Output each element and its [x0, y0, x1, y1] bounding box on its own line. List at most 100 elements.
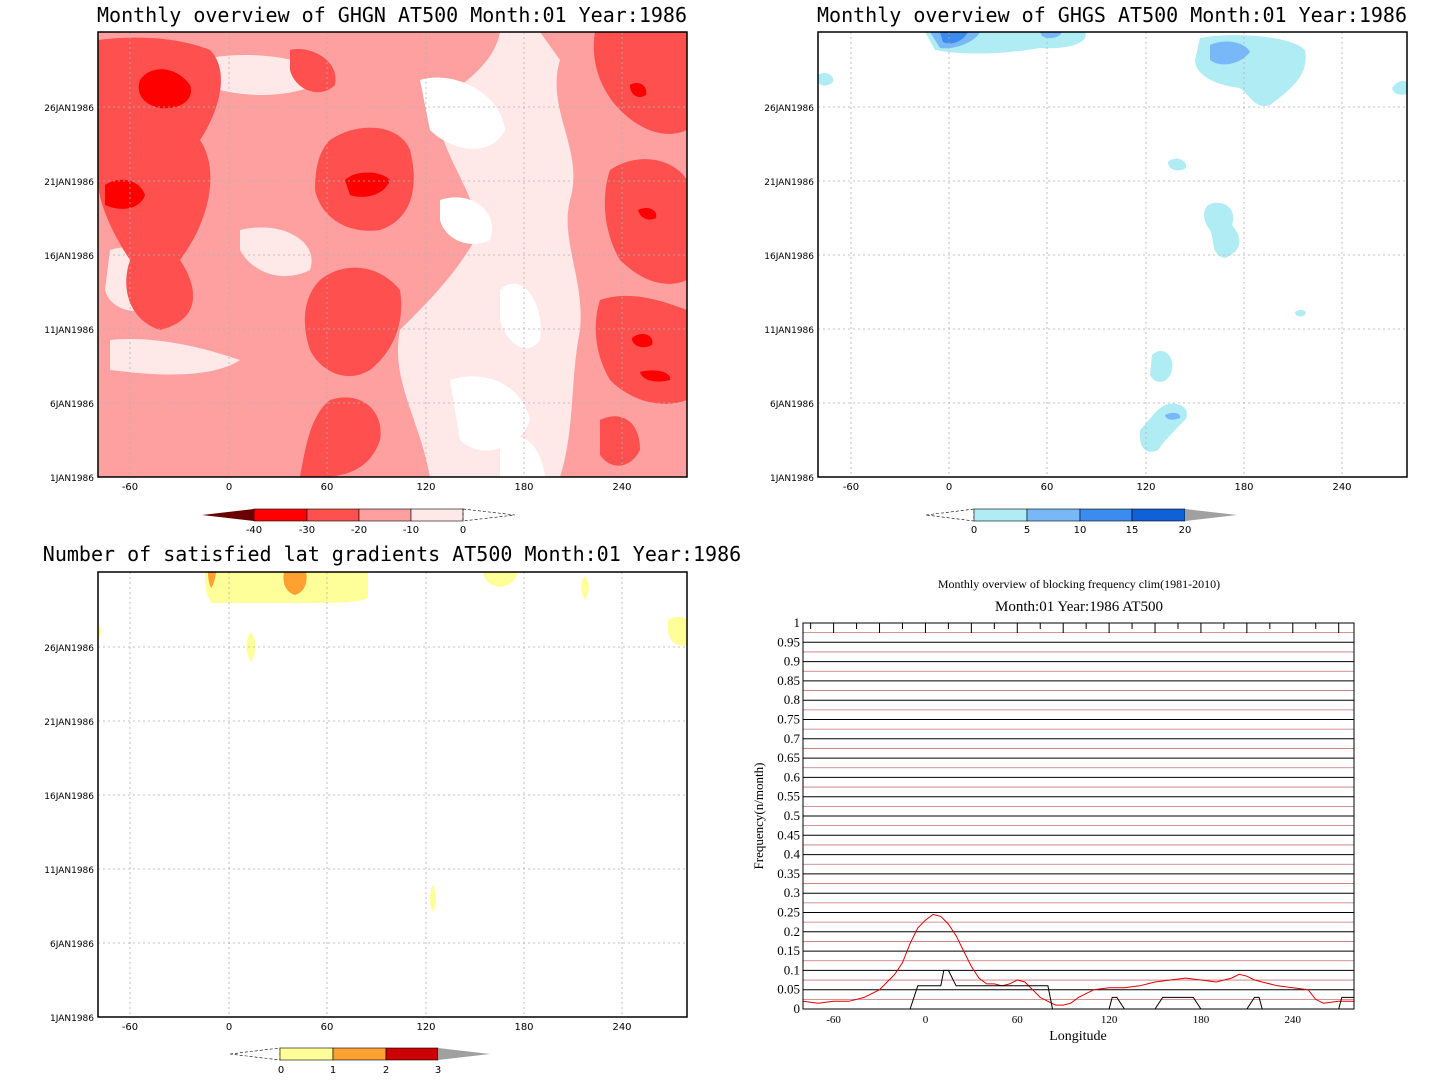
x-tick-label: 0 [946, 482, 952, 493]
y-tick-label: 0.9 [784, 654, 800, 669]
x-tick-label: 120 [416, 482, 435, 493]
y-tick-label: 0.45 [777, 827, 800, 842]
y-tick-label: 0.5 [784, 808, 800, 823]
lat-gradients-colorbar: 0 1 2 3 [229, 1047, 490, 1076]
ghgn-grid [98, 32, 687, 477]
y-tick-label: 11JAN1986 [764, 326, 814, 336]
y-tick-label: 1 [794, 615, 801, 630]
x-tick-label: 0 [226, 482, 232, 493]
y-tick-label: 0.4 [784, 847, 801, 862]
ghgn-field [98, 32, 687, 477]
colorbar-label: 0 [460, 525, 466, 536]
y-tick-label: 0.1 [784, 962, 800, 977]
y-tick-label: 0.55 [777, 789, 800, 804]
x-tick-label: 60 [321, 1022, 334, 1033]
y-tick-label: 1JAN1986 [50, 1014, 94, 1024]
x-tick-label: 60 [321, 482, 334, 493]
colorbar-label: 5 [1024, 525, 1030, 536]
lat-level-2 [208, 572, 307, 595]
y-tick-label: 11JAN1986 [44, 326, 94, 336]
colorbar-label: 20 [1179, 525, 1192, 536]
y-tick-label: 6JAN1986 [770, 400, 814, 410]
frequency-yticks: 0 0.05 0.1 0.15 0.2 0.25 0.3 0.35 0.4 0.45 0.5 0.55… [777, 615, 800, 1016]
x-tick-label: 180 [1193, 1014, 1210, 1026]
y-tick-label: 0.6 [784, 769, 801, 784]
y-tick-label: 0.7 [784, 731, 801, 746]
colorbar-box [358, 508, 412, 522]
colorbar-over-triangle [462, 508, 516, 522]
y-tick-label: 21JAN1986 [44, 178, 94, 188]
y-tick-label: 21JAN1986 [764, 178, 814, 188]
ghgn-panel: Monthly overview of GHGN AT500 Month:01 … [44, 3, 688, 536]
ghgn-level-40 [105, 69, 671, 382]
ghgs-title: Monthly overview of GHGS AT500 Month:01 … [817, 3, 1407, 27]
colorbar-under-triangle [229, 1047, 281, 1061]
y-tick-label: 16JAN1986 [44, 792, 94, 802]
colorbar-label: 3 [435, 1065, 441, 1076]
y-tick-label: 6JAN1986 [50, 940, 94, 950]
ghgn-colorbar: -40 -30 -20 -10 0 [202, 508, 516, 536]
colorbar-box [1131, 508, 1186, 522]
y-tick-label: 21JAN1986 [44, 718, 94, 728]
y-tick-label: 26JAN1986 [44, 104, 94, 114]
ghgs-frame [817, 31, 1408, 478]
y-tick-label: 0.3 [784, 885, 800, 900]
y-tick-label: 0.8 [784, 692, 800, 707]
colorbar-label: 0 [971, 525, 977, 536]
y-tick-label: 0.75 [777, 712, 800, 727]
y-tick-label: 0.65 [777, 750, 800, 765]
x-tick-label: 120 [416, 1022, 435, 1033]
lat-gradients-title: Number of satisfied lat gradients AT500 … [43, 542, 741, 566]
y-tick-label: 26JAN1986 [764, 104, 814, 114]
lat-gradients-grid [98, 572, 687, 1017]
frequency-series [802, 913, 1354, 1010]
x-tick-label: 120 [1136, 482, 1155, 493]
colorbar-box [1079, 508, 1133, 522]
x-tick-label: 0 [226, 1022, 232, 1033]
x-tick-label: 60 [1041, 482, 1054, 493]
ghgn-level-30 [98, 32, 687, 477]
colorbar-label: 10 [1074, 525, 1087, 536]
y-tick-label: 0.25 [777, 905, 800, 920]
ghgs-xticks: -60 0 60 120 180 240 [843, 482, 1352, 493]
colorbar-box [385, 1047, 439, 1061]
ghgn-xticks: -60 0 60 120 180 240 [122, 482, 632, 493]
frequency-title: Monthly overview of blocking frequency c… [938, 577, 1220, 591]
y-tick-label: 0.85 [777, 673, 800, 688]
blocking-series-line [803, 969, 1354, 1010]
ghgs-level-10 [940, 32, 968, 44]
colorbar-under-triangle [925, 508, 975, 522]
y-tick-label: 0.05 [777, 982, 800, 997]
colorbar-box [410, 508, 464, 522]
frequency-xticks: -60 0 60 120 180 240 [810, 623, 1340, 1026]
colorbar-label: 1 [330, 1065, 336, 1076]
colorbar-over-triangle [438, 1048, 490, 1060]
colorbar-label: -10 [403, 525, 419, 536]
lat-gradients-frame [97, 571, 688, 1018]
colorbar-box [332, 1047, 387, 1061]
y-tick-label: 6JAN1986 [50, 400, 94, 410]
x-tick-label: 180 [514, 1022, 533, 1033]
colorbar-box [253, 508, 308, 522]
colorbar-label: 15 [1126, 525, 1139, 536]
x-tick-label: 180 [514, 482, 533, 493]
frequency-ylabel: Frequency(n/month) [751, 763, 766, 870]
colorbar-label: -30 [299, 525, 315, 536]
climatology-series-line [802, 913, 1354, 1006]
x-tick-label: 240 [612, 1022, 631, 1033]
colorbar-over-triangle [1185, 509, 1237, 521]
y-tick-label: 16JAN1986 [44, 252, 94, 262]
y-tick-label: 26JAN1986 [44, 644, 94, 654]
y-tick-label: 0.15 [777, 943, 800, 958]
x-tick-label: 0 [923, 1014, 929, 1026]
x-tick-label: 120 [1101, 1014, 1118, 1026]
x-tick-label: 240 [1285, 1014, 1302, 1026]
lat-gradients-yticks: 1JAN1986 6JAN1986 11JAN1986 16JAN1986 21… [44, 644, 94, 1024]
lat-gradients-panel: Number of satisfied lat gradients AT500 … [43, 542, 741, 1076]
ghgs-yticks: 1JAN1986 6JAN1986 11JAN1986 16JAN1986 21… [764, 104, 814, 484]
ghgs-panel: Monthly overview of GHGS AT500 Month:01 … [764, 3, 1408, 536]
frequency-xlabel: Longitude [1049, 1029, 1107, 1044]
y-tick-label: 0.35 [777, 866, 800, 881]
frequency-frame [802, 622, 1355, 1010]
